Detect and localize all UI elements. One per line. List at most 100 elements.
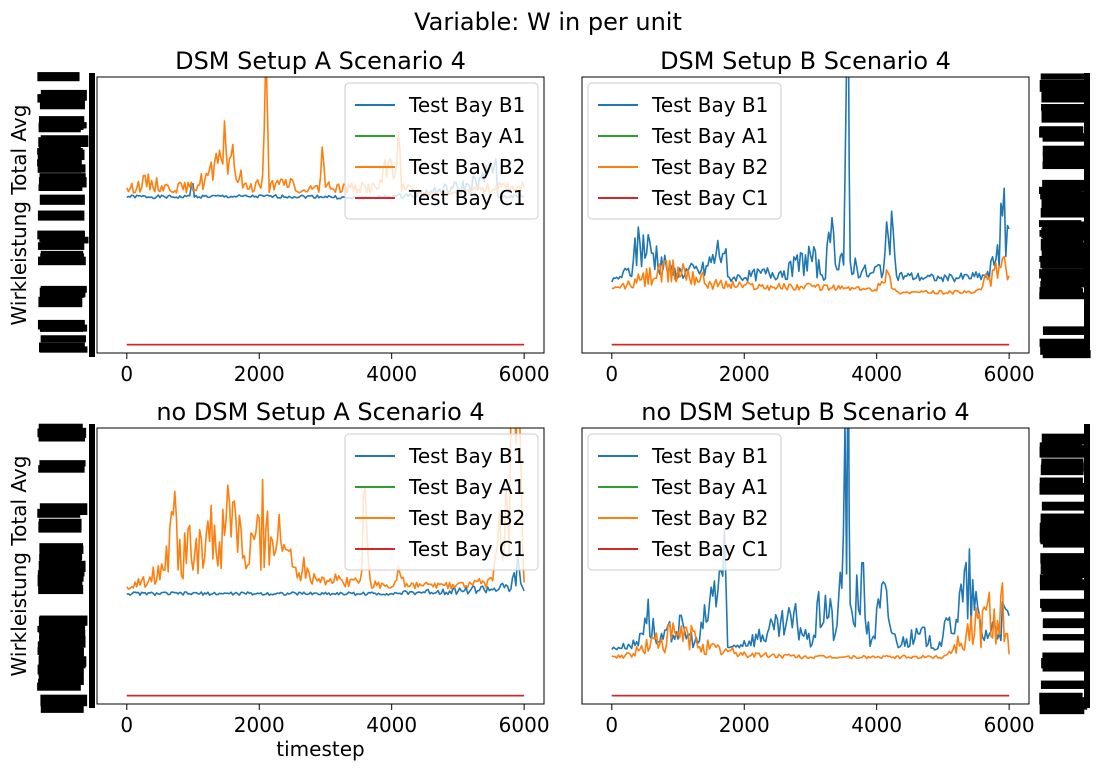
y-tick-labels-overlap	[1039, 73, 1091, 358]
y-tick-label-glyph	[1043, 620, 1090, 628]
x-tick-label: 4000	[366, 713, 417, 737]
y-tick-label-glyph	[1043, 161, 1087, 169]
legend-entry: Test Bay B1	[651, 93, 768, 117]
y-tick-labels-overlap	[1039, 424, 1090, 714]
legend-entry: Test Bay C1	[408, 537, 526, 561]
legend-entry: Test Bay B2	[408, 155, 525, 179]
y-axis-label: Wirkleistung Total Avg	[7, 105, 31, 326]
y-tick-label-glyph	[37, 72, 79, 81]
y-tick-label-glyph	[38, 154, 81, 161]
y-tick-label-glyph	[39, 122, 87, 128]
x-tick-label: 2000	[719, 713, 770, 737]
legend-entry: Test Bay B2	[651, 155, 768, 179]
y-tick-label-glyph	[40, 567, 85, 577]
legend: Test Bay B1 Test Bay A1 Test Bay B2 Test Ba…	[588, 434, 781, 570]
x-tick-label: 6000	[984, 713, 1035, 737]
y-tick-label-glyph	[1040, 343, 1088, 355]
x-tick-label: 6000	[499, 362, 550, 386]
y-tick-labels-overlap	[37, 424, 95, 713]
legend-entry: Test Bay C1	[651, 186, 769, 210]
x-tick-label: 6000	[499, 713, 550, 737]
x-tick-label: 4000	[366, 362, 417, 386]
y-tick-label-glyph	[40, 546, 83, 554]
y-tick-label-glyph	[1043, 697, 1089, 707]
y-tick-label-glyph	[37, 509, 80, 518]
y-tick-label-glyph	[1042, 502, 1089, 511]
figure-suptitle: Variable: W in per unit	[414, 8, 682, 36]
y-tick-label-glyph	[40, 623, 85, 630]
y-tick-label-glyph	[1041, 462, 1084, 471]
y-tick-bar	[1084, 73, 1090, 357]
legend-entry: Test Bay B1	[651, 444, 768, 468]
y-tick-label-glyph	[38, 211, 84, 221]
legend: Test Bay B1 Test Bay A1 Test Bay B2 Test Ba…	[345, 434, 538, 570]
y-tick-label-glyph	[1043, 634, 1088, 640]
y-tick-label-glyph	[39, 116, 84, 122]
y-tick-label-glyph	[1041, 208, 1088, 218]
y-tick-label-glyph	[1040, 80, 1087, 92]
y-tick-label-glyph	[1040, 574, 1083, 584]
chart-panel-1: DSM Setup A Scenario 4 Wirkleistung Total…	[7, 47, 550, 386]
x-tick-label: 2000	[234, 362, 285, 386]
y-tick-label-glyph	[1043, 182, 1085, 190]
y-axis-label: Wirkleistung Total Avg	[7, 456, 31, 677]
y-tick-label-glyph	[41, 335, 86, 342]
chart-title: no DSM Setup A Scenario 4	[156, 398, 484, 426]
y-tick-label-glyph	[1041, 681, 1089, 689]
y-tick-label-glyph	[1040, 523, 1087, 530]
y-tick-label-glyph	[38, 162, 81, 173]
y-tick-bar	[89, 424, 95, 708]
chart-title: no DSM Setup B Scenario 4	[641, 398, 969, 426]
y-tick-label-glyph	[1039, 127, 1083, 138]
y-tick-label-glyph	[38, 242, 84, 250]
legend: Test Bay B1 Test Bay A1 Test Bay B2 Test Ba…	[588, 83, 781, 219]
x-tick-label: 2000	[234, 713, 285, 737]
legend: Test Bay B1 Test Bay A1 Test Bay B2 Test Ba…	[345, 83, 538, 219]
y-tick-label-glyph	[1039, 256, 1082, 262]
y-tick-label-glyph	[39, 554, 82, 560]
y-tick-label-glyph	[37, 94, 80, 103]
y-tick-label-glyph	[1040, 442, 1082, 450]
y-tick-label-glyph	[1039, 220, 1081, 227]
legend-entry: Test Bay C1	[651, 537, 769, 561]
x-tick-label: 0	[605, 713, 618, 737]
legend-entry: Test Bay B2	[651, 506, 768, 530]
y-tick-label-glyph	[1042, 243, 1087, 251]
y-tick-label-glyph	[1040, 533, 1083, 544]
legend-entry: Test Bay A1	[651, 475, 768, 499]
y-tick-label-glyph	[38, 185, 82, 191]
x-tick-label: 0	[120, 713, 133, 737]
y-tick-label-glyph	[1039, 292, 1084, 299]
legend-entry: Test Bay A1	[408, 475, 525, 499]
y-tick-label-glyph	[1041, 272, 1088, 282]
y-tick-label-glyph	[1043, 660, 1086, 672]
y-tick-bar	[1084, 424, 1090, 708]
x-axis-label: timestep	[276, 737, 364, 761]
legend-entry: Test Bay B2	[408, 506, 525, 530]
chart-panel-2: DSM Setup B Scenario 40 2000 4000 6000Test …	[582, 0, 1091, 386]
y-tick-label-glyph	[1042, 191, 1085, 203]
y-tick-label-glyph	[1041, 514, 1087, 524]
y-tick-label-glyph	[1042, 111, 1086, 123]
x-tick-label: 2000	[719, 362, 770, 386]
x-tick-label: 0	[605, 362, 618, 386]
y-tick-label-glyph	[1041, 73, 1086, 79]
y-tick-label-glyph	[37, 683, 81, 691]
chart-title: DSM Setup A Scenario 4	[175, 47, 466, 75]
x-tick-label: 0	[120, 362, 133, 386]
x-tick-label: 4000	[851, 362, 902, 386]
y-tick-label-glyph	[38, 641, 83, 652]
y-tick-label-glyph	[1043, 146, 1085, 156]
y-tick-label-glyph	[38, 522, 81, 533]
y-tick-label-glyph	[39, 232, 82, 242]
y-tick-label-glyph	[37, 429, 81, 438]
legend-entry: Test Bay A1	[408, 124, 525, 148]
y-tick-label-glyph	[39, 669, 82, 677]
y-tick-label-glyph	[41, 659, 86, 669]
y-tick-label-glyph	[1040, 553, 1084, 563]
y-tick-label-glyph	[1041, 601, 1088, 612]
y-tick-label-glyph	[40, 173, 86, 179]
y-tick-label-glyph	[41, 320, 84, 327]
legend-entry: Test Bay B1	[408, 93, 525, 117]
